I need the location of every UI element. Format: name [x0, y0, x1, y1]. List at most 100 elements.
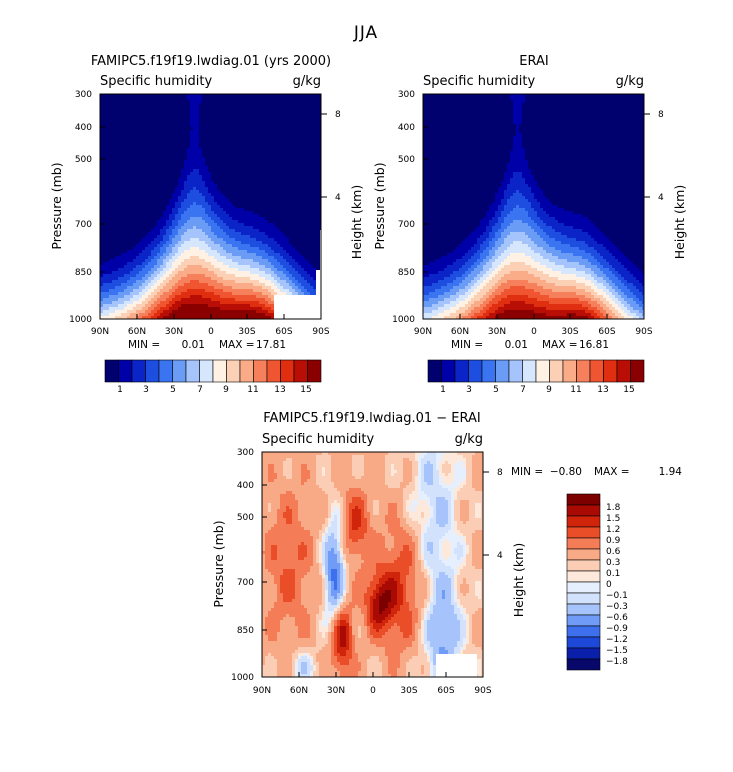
field-cell — [202, 97, 206, 101]
field-cell — [211, 250, 215, 254]
field-cell — [127, 124, 131, 128]
field-cell — [118, 124, 122, 128]
field-cell — [235, 211, 239, 215]
field-cell — [262, 223, 266, 227]
field-cell — [139, 259, 143, 263]
field-cell — [265, 118, 269, 122]
field-cell — [229, 178, 233, 182]
field-cell — [166, 100, 170, 104]
field-cell — [265, 100, 269, 104]
field-cell — [139, 148, 143, 152]
field-cell — [304, 244, 308, 248]
field-cell — [163, 271, 167, 275]
field-cell — [289, 226, 293, 230]
field-cell — [274, 172, 278, 176]
field-cell — [226, 187, 230, 191]
field-cell — [187, 115, 191, 119]
field-cell — [244, 229, 248, 233]
field-cell — [157, 121, 161, 125]
field-cell — [127, 172, 131, 176]
field-cell — [193, 127, 197, 131]
field-cell — [187, 208, 191, 212]
field-cell — [247, 187, 251, 191]
field-cell — [145, 292, 149, 296]
field-cell — [100, 169, 104, 173]
field-cell — [304, 286, 308, 290]
field-cell — [301, 232, 305, 236]
field-cell — [271, 172, 275, 176]
field-cell — [319, 172, 322, 176]
field-cell — [274, 235, 278, 239]
field-cell — [127, 166, 131, 170]
field-cell — [211, 190, 215, 194]
field-cell — [100, 295, 104, 299]
field-cell — [199, 169, 203, 173]
field-cell — [310, 103, 314, 107]
field-cell — [301, 97, 305, 101]
field-cell — [310, 199, 314, 203]
field-cell — [103, 214, 107, 218]
field-cell — [205, 220, 209, 224]
field-cell — [301, 136, 305, 140]
field-cell — [193, 190, 197, 194]
field-cell — [193, 193, 197, 197]
field-cell — [244, 268, 248, 272]
field-cell — [196, 250, 200, 254]
field-cell — [307, 163, 311, 167]
field-cell — [106, 178, 110, 182]
field-cell — [160, 193, 164, 197]
field-cell — [226, 169, 230, 173]
field-cell — [247, 118, 251, 122]
field-cell — [118, 133, 122, 137]
field-cell — [289, 220, 293, 224]
field-cell — [310, 190, 314, 194]
field-cell — [295, 112, 299, 116]
field-cell — [214, 199, 218, 203]
field-cell — [208, 280, 212, 284]
field-cell — [145, 193, 149, 197]
field-cell — [124, 214, 128, 218]
field-cell — [196, 181, 200, 185]
field-cell — [268, 115, 272, 119]
field-cell — [265, 202, 269, 206]
field-cell — [244, 292, 248, 296]
field-cell — [202, 145, 206, 149]
field-cell — [106, 145, 110, 149]
field-cell — [247, 121, 251, 125]
field-cell — [166, 289, 170, 293]
field-cell — [115, 139, 119, 143]
field-cell — [118, 121, 122, 125]
field-cell — [253, 193, 257, 197]
field-cell — [205, 127, 209, 131]
field-cell — [247, 184, 251, 188]
field-cell — [271, 226, 275, 230]
field-cell — [232, 103, 236, 107]
field-cell — [133, 133, 137, 137]
field-cell — [295, 289, 299, 293]
field-cell — [304, 193, 308, 197]
field-cell — [109, 109, 113, 113]
field-cell — [100, 274, 104, 278]
field-cell — [154, 139, 158, 143]
field-cell — [154, 172, 158, 176]
field-cell — [199, 148, 203, 152]
field-cell — [265, 145, 269, 149]
field-cell — [235, 151, 239, 155]
field-cell — [292, 244, 296, 248]
field-cell — [214, 208, 218, 212]
field-cell — [199, 181, 203, 185]
field-cell — [220, 97, 224, 101]
field-cell — [247, 289, 251, 293]
field-cell — [136, 283, 140, 287]
field-cell — [304, 151, 308, 155]
field-cell — [256, 238, 260, 242]
field-cell — [295, 283, 299, 287]
field-cell — [313, 100, 317, 104]
field-cell — [130, 262, 134, 266]
field-cell — [310, 151, 314, 155]
field-cell — [154, 271, 158, 275]
field-cell — [139, 151, 143, 155]
field-cell — [265, 232, 269, 236]
field-cell — [181, 289, 185, 293]
